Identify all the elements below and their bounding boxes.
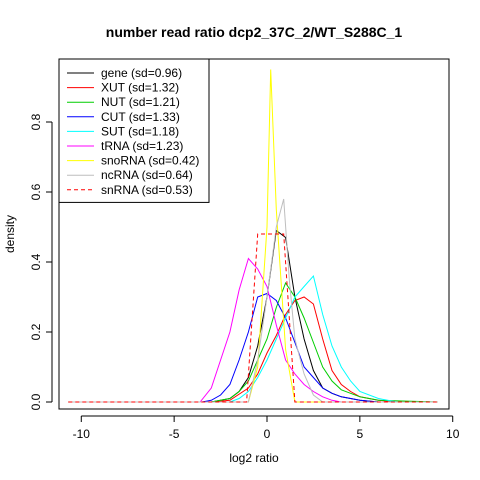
legend-entry: CUT (sd=1.33) — [101, 110, 180, 124]
legend-entry: NUT (sd=1.21) — [101, 95, 180, 109]
legend-entry: snRNA (sd=0.53) — [101, 183, 193, 197]
series-line — [68, 274, 438, 403]
series-line — [68, 198, 438, 403]
x-axis: -10 -5 0 5 10 — [73, 415, 460, 441]
y-axis: 0.0 0.2 0.4 0.6 0.8 — [29, 113, 53, 410]
y-tick-label: 0.4 — [29, 253, 43, 270]
series-line — [68, 69, 438, 403]
plot-area — [58, 58, 450, 410]
x-tick-label: -5 — [169, 427, 180, 441]
legend: gene (sd=0.96)XUT (sd=1.32)NUT (sd=1.21)… — [58, 58, 210, 203]
y-axis-label: density — [3, 215, 17, 253]
x-tick-label: 5 — [357, 427, 364, 441]
plot-frame — [58, 58, 450, 410]
legend-entry: XUT (sd=1.32) — [101, 81, 179, 95]
x-tick-label: 10 — [446, 427, 460, 441]
legend-entry: gene (sd=0.96) — [101, 66, 182, 80]
series-line — [68, 292, 438, 403]
x-tick-label: 0 — [264, 427, 271, 441]
series-group — [68, 69, 438, 403]
y-tick-label: 0.6 — [29, 183, 43, 200]
legend-entry: SUT (sd=1.18) — [101, 124, 179, 138]
x-tick-label: -10 — [73, 427, 91, 441]
y-tick-label: 0.8 — [29, 113, 43, 130]
legend-entry: ncRNA (sd=0.64) — [101, 168, 193, 182]
chart-title: number read ratio dcp2_37C_2/WT_S288C_1 — [106, 24, 403, 40]
y-tick-label: 0.0 — [29, 393, 43, 410]
legend-box — [58, 58, 210, 203]
series-line — [68, 233, 438, 403]
legend-entry: tRNA (sd=1.23) — [101, 139, 183, 153]
legend-entry: snoRNA (sd=0.42) — [101, 154, 199, 168]
x-axis-label: log2 ratio — [229, 451, 279, 465]
series-line — [68, 257, 438, 403]
y-tick-label: 0.2 — [29, 323, 43, 340]
